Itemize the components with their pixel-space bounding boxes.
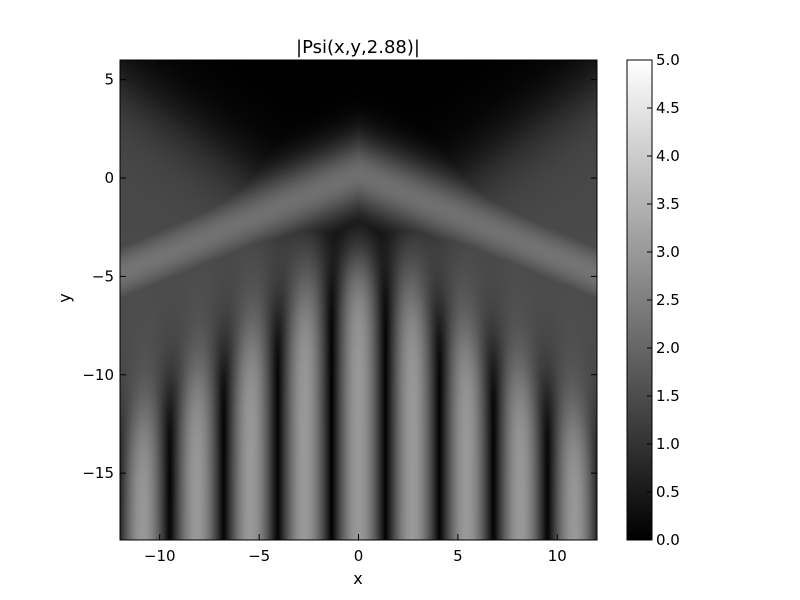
y-axis-ticks: 5 0 −5 −10 −15 (82, 71, 597, 482)
y-tick-label: −15 (82, 464, 114, 482)
colorbar-ticks: 0.0 0.5 1.0 1.5 2.0 2.5 3.0 3.5 4.0 4.5 5.0 (647, 51, 680, 549)
colorbar-tick-label: 4.0 (656, 147, 680, 165)
x-tick-label: −10 (144, 547, 176, 565)
heatmap-image (120, 60, 597, 540)
colorbar-tick-label: 4.5 (656, 99, 680, 117)
heatmap-panel (119, 59, 598, 541)
colorbar-tick-label: 3.5 (656, 195, 680, 213)
colorbar-tick-label: 0.0 (656, 531, 680, 549)
colorbar-tick-label: 1.5 (656, 387, 680, 405)
x-tick-label: 10 (548, 547, 567, 565)
y-tick-label: −10 (82, 366, 114, 384)
colorbar-tick-label: 5.0 (656, 51, 680, 69)
y-tick-label: 5 (104, 71, 114, 89)
colorbar: 0.0 0.5 1.0 1.5 2.0 2.5 3.0 3.5 4.0 4.5 5.0 (626, 51, 680, 549)
colorbar-tick-label: 2.5 (656, 291, 680, 309)
x-tick-label: −5 (248, 547, 270, 565)
x-axis-label: x (353, 569, 362, 588)
x-tick-label: 5 (453, 547, 463, 565)
colorbar-tick-label: 2.0 (656, 339, 680, 357)
x-axis-ticks: −10 −5 0 5 10 (144, 60, 567, 565)
x-tick-label: 0 (354, 547, 364, 565)
colorbar-tick-label: 0.5 (656, 483, 680, 501)
y-axis-label: y (55, 293, 74, 302)
chart-title: |Psi(x,y,2.88)| (296, 37, 420, 58)
colorbar-tick-label: 1.0 (656, 435, 680, 453)
colorbar-tick-label: 3.0 (656, 243, 680, 261)
y-tick-label: −5 (92, 267, 114, 285)
y-tick-label: 0 (104, 169, 114, 187)
